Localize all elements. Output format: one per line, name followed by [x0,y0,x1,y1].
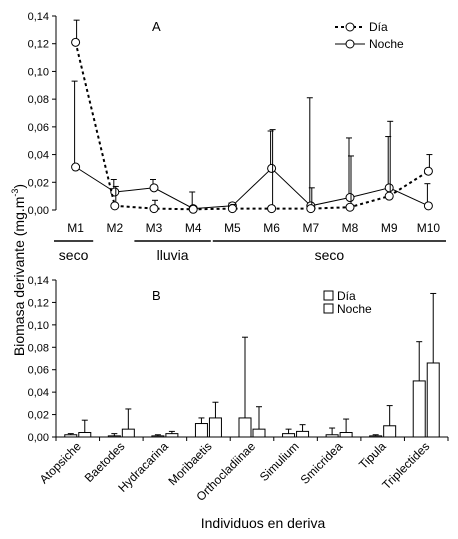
data-point-di-a [345,202,355,212]
chart-panel-a: 0,00 0,02 0,04 0,06 0,08 0,10 0,12 0,14 M1 M2 M3 M4… [28,11,446,263]
x-tick-label-m7: M7 [302,221,319,235]
y-tick-label: 0,00 [28,205,49,217]
x-tick-label-m1: M1 [67,221,84,235]
legend-marker-noche [345,39,355,49]
panel-label: B [152,288,161,303]
bar-noche-simulium [296,430,310,438]
x-tick-label-m5: M5 [224,221,241,235]
x-tick-label-m10: M10 [417,221,441,235]
data-point-di-a [384,191,394,201]
data-point-di-a [306,204,316,214]
data-point-noche [423,201,433,211]
legend-label-di-a: Día [337,289,356,303]
bar-di-a-baetodes [107,435,121,438]
bar-di-a-hydracarina [151,435,165,438]
data-point-di-a [188,204,198,214]
legend-swatch-di-a [323,290,334,301]
y-tick-label: 0,14 [28,275,49,287]
bar-di-a-triplectides [412,380,426,438]
x-tick-label-m8: M8 [342,221,359,235]
series-line-di-a [74,42,429,211]
data-point-noche [71,162,81,172]
bar-noche-triplectides [426,362,440,438]
data-point-di-a [110,201,120,211]
bar-noche-baetodes [121,428,135,438]
y-tick-label: 0,04 [28,387,49,399]
data-point-di-a [423,166,433,176]
data-point-di-a [267,204,277,214]
data-point-noche [345,193,355,203]
data-point-di-a [71,37,81,47]
y-tick-label: 0,10 [28,66,49,78]
y-tick-label: 0,04 [28,150,49,162]
x-tick-label-m3: M3 [146,221,163,235]
bar-di-a-orthocladiinae [238,417,252,438]
data-point-noche [267,163,277,173]
x-tick-label-m6: M6 [263,221,280,235]
y-tick-label: 0,12 [28,297,49,309]
bar-noche-moribaetis [208,417,222,438]
series-line-noche [75,166,429,210]
legend-label-di-a: Día [369,20,388,34]
bar-noche-atopsiche [78,432,92,438]
y-tick-label: 0,08 [28,342,49,354]
y-axis-title-close: ) [11,184,27,189]
y-tick-label: 0,06 [28,365,49,377]
bar-di-a-moribaetis [194,423,208,438]
x-tick-label-smicridea: Smicridea [298,439,346,487]
legend-marker-di-a [345,22,355,32]
bar-di-a-tipula [369,435,383,438]
x-tick-label-tipula: Tipula [356,439,389,472]
bar-noche-tipula [383,425,397,438]
y-axis-title-superscript: -3 [10,189,20,197]
y-tick-label: 0,00 [28,432,49,444]
x-tick-label-m4: M4 [185,221,202,235]
x-tick-label-simulium: Simulium [257,439,302,484]
period-label-seco: seco [315,247,345,263]
y-tick-label: 0,06 [28,122,49,134]
legend-label-noche: Noche [337,302,372,316]
x-tick-label-m2: M2 [106,221,123,235]
x-tick-label-baetodes: Baetodes [82,439,128,485]
x-tick-label-triplectides: Triplectides [379,439,432,492]
y-tick-label: 0,10 [28,320,49,332]
bar-noche-orthocladiinae [252,428,266,438]
y-axis-title-main: Biomasa derivante (mg.m [11,197,27,357]
y-axis-title: Biomasa derivante (mg.m-3) [10,184,27,356]
y-tick-label: 0,08 [28,94,49,106]
x-axis-title: Individuos en deriva [201,515,326,531]
bar-di-a-simulium [282,433,296,438]
bar-di-a-atopsiche [64,434,78,438]
data-point-di-a [149,204,159,214]
y-tick-label: 0,02 [28,177,49,189]
x-tick-label-atopsiche: Atopsiche [37,439,84,486]
data-point-di-a [227,204,237,214]
data-point-noche [149,183,159,193]
period-label-seco: seco [59,247,89,263]
bar-di-a-smicridea [325,434,339,438]
chart-panel-b: 0,00 0,02 0,04 0,06 0,08 0,10 0,12 0,14 B Atopsic… [28,275,449,504]
data-point-noche [384,183,394,193]
legend-label-noche: Noche [369,37,404,51]
legend-swatch-noche [323,303,334,314]
period-label-lluvia: lluvia [157,247,189,263]
x-tick-label-m9: M9 [381,221,398,235]
bar-noche-hydracarina [165,433,179,438]
y-tick-label: 0,14 [28,11,49,23]
y-tick-label: 0,02 [28,410,49,422]
y-tick-label: 0,12 [28,39,49,51]
panel-label: A [152,19,161,34]
bar-noche-smicridea [339,432,353,438]
